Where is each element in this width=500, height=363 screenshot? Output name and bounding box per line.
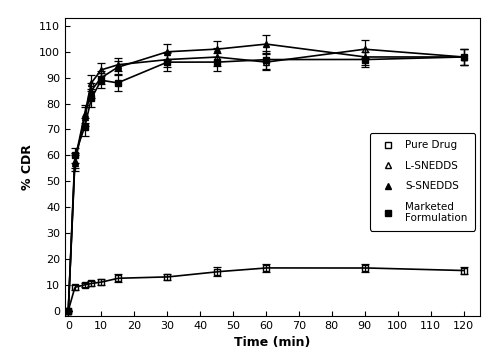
- S-SNEDDS: [98, 76, 104, 80]
- L-SNEDDS: [460, 55, 466, 59]
- S-SNEDDS: [66, 309, 71, 313]
- L-SNEDDS: [114, 62, 120, 67]
- Marketed
Formulation: [263, 57, 269, 62]
- Line: Marketed
Formulation: Marketed Formulation: [65, 53, 467, 314]
- Pure Drug: [164, 275, 170, 279]
- X-axis label: Time (min): Time (min): [234, 336, 310, 349]
- Pure Drug: [214, 270, 220, 274]
- Pure Drug: [460, 268, 466, 273]
- S-SNEDDS: [214, 47, 220, 52]
- Marketed
Formulation: [164, 60, 170, 64]
- Pure Drug: [98, 280, 104, 284]
- L-SNEDDS: [214, 55, 220, 59]
- S-SNEDDS: [362, 55, 368, 59]
- L-SNEDDS: [164, 57, 170, 62]
- L-SNEDDS: [88, 81, 94, 85]
- Pure Drug: [263, 266, 269, 270]
- Marketed
Formulation: [114, 81, 120, 85]
- Pure Drug: [72, 285, 78, 290]
- Line: L-SNEDDS: L-SNEDDS: [65, 46, 467, 314]
- Marketed
Formulation: [72, 153, 78, 158]
- S-SNEDDS: [88, 89, 94, 93]
- S-SNEDDS: [114, 65, 120, 69]
- Marketed
Formulation: [214, 60, 220, 64]
- Marketed
Formulation: [82, 125, 88, 129]
- Pure Drug: [82, 282, 88, 287]
- Legend: Pure Drug, L-SNEDDS, S-SNEDDS, Marketed
Formulation: Pure Drug, L-SNEDDS, S-SNEDDS, Marketed …: [370, 133, 475, 231]
- Marketed
Formulation: [362, 57, 368, 62]
- Pure Drug: [88, 281, 94, 286]
- L-SNEDDS: [98, 68, 104, 72]
- L-SNEDDS: [82, 112, 88, 116]
- Pure Drug: [362, 266, 368, 270]
- S-SNEDDS: [263, 42, 269, 46]
- L-SNEDDS: [66, 309, 71, 313]
- Marketed
Formulation: [460, 55, 466, 59]
- S-SNEDDS: [72, 161, 78, 165]
- Line: S-SNEDDS: S-SNEDDS: [65, 41, 467, 314]
- S-SNEDDS: [164, 50, 170, 54]
- Pure Drug: [66, 309, 71, 313]
- L-SNEDDS: [72, 158, 78, 163]
- Marketed
Formulation: [98, 78, 104, 82]
- Marketed
Formulation: [66, 309, 71, 313]
- L-SNEDDS: [263, 60, 269, 64]
- Y-axis label: % CDR: % CDR: [20, 144, 34, 190]
- S-SNEDDS: [82, 114, 88, 119]
- Line: Pure Drug: Pure Drug: [65, 265, 467, 314]
- L-SNEDDS: [362, 47, 368, 52]
- S-SNEDDS: [460, 55, 466, 59]
- Marketed
Formulation: [88, 96, 94, 101]
- Pure Drug: [114, 276, 120, 281]
